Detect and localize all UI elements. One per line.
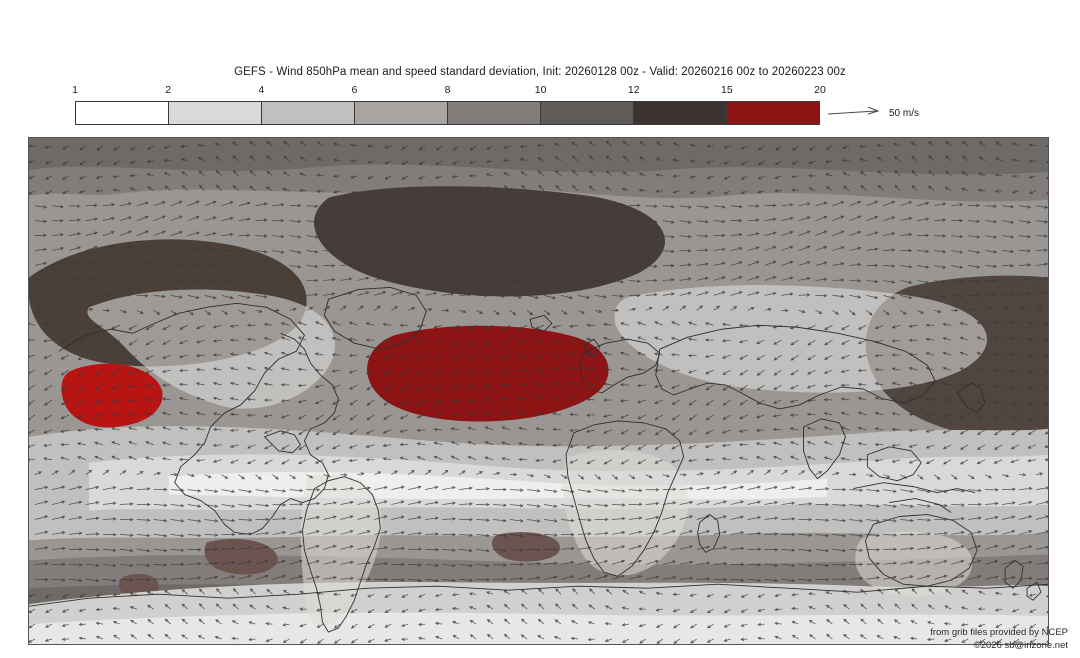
wind-vector-legend-label: 50 m/s (889, 107, 920, 119)
colorbar-tick-8: 15 (721, 84, 733, 96)
map-layers (29, 138, 1048, 644)
colorbar-tick-4: 6 (351, 84, 358, 96)
colorbar-tick-7: 12 (627, 84, 640, 96)
colorbar-swatch-2 (169, 102, 262, 124)
region-north-pacific-extreme (61, 363, 163, 428)
wind-vector-arrow-icon (828, 107, 880, 115)
colorbar-tick-9: 20 (814, 84, 826, 96)
colorbar-tick-2: 2 (165, 84, 172, 96)
map-canvas (28, 137, 1049, 645)
colorbar-tick-labels: 1 2 4 6 8 10 12 15 20 (72, 84, 826, 98)
page-title: GEFS - Wind 850hPa mean and speed standa… (234, 66, 846, 78)
stddev-field (29, 138, 1048, 644)
colorbar-tick-3: 4 (258, 84, 265, 96)
colorbar-swatch-6 (541, 102, 634, 124)
land-shading (87, 285, 987, 627)
colorbar-swatch-7 (634, 102, 727, 124)
colorbar-tick-6: 10 (534, 84, 547, 96)
colorbar (75, 101, 820, 125)
colorbar-swatch-3 (262, 102, 355, 124)
wind-vector-legend: 50 m/s (828, 104, 919, 122)
colorbar-swatch-4 (355, 102, 448, 124)
colorbar-tick-1: 1 (72, 84, 78, 96)
wind-vector-field (29, 140, 1048, 644)
colorbar-swatch-1 (76, 102, 169, 124)
world-map-plot (29, 138, 1048, 644)
colorbar-tick-5: 8 (444, 84, 451, 96)
colorbar-swatch-5 (448, 102, 541, 124)
colorbar-swatch-8 (727, 102, 819, 124)
